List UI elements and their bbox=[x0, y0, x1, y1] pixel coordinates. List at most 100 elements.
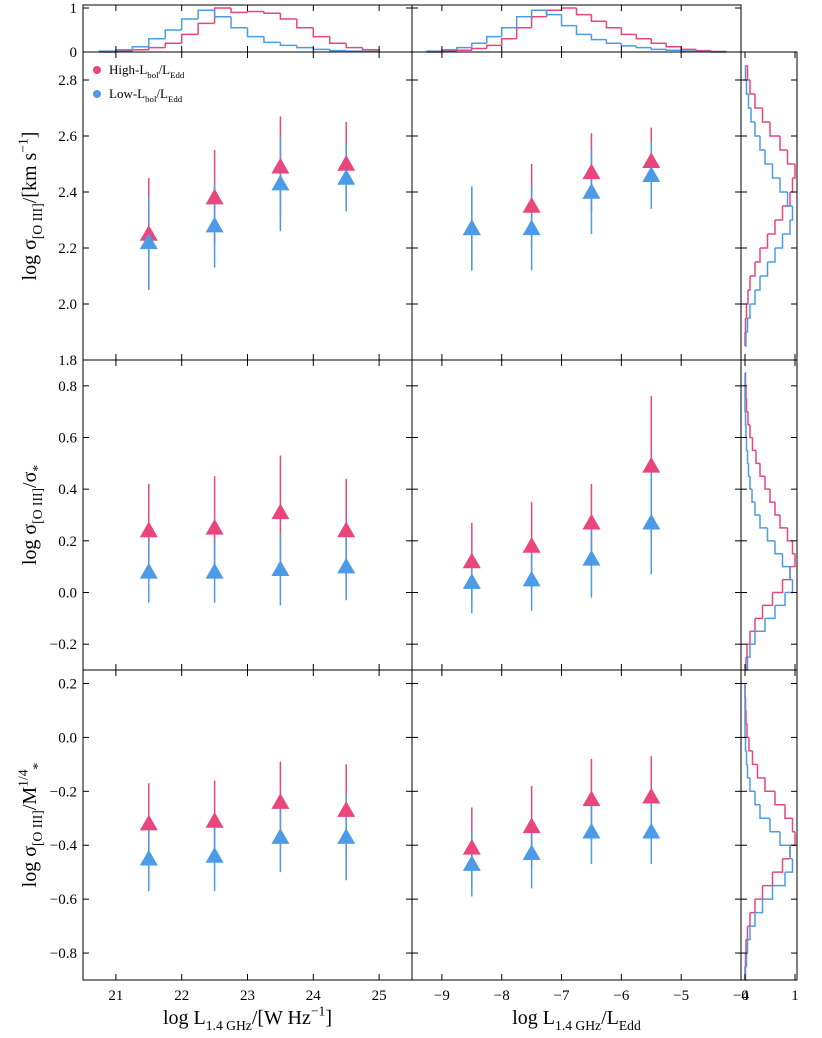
median-marker bbox=[462, 573, 481, 589]
hist-step bbox=[786, 150, 795, 165]
legend-marker bbox=[93, 90, 101, 98]
panel bbox=[411, 359, 742, 671]
hist-step bbox=[786, 527, 793, 542]
hist-step bbox=[748, 276, 751, 291]
hist-step bbox=[230, 8, 248, 14]
hist-step bbox=[749, 80, 755, 95]
hist-step bbox=[560, 7, 577, 11]
panel bbox=[740, 359, 798, 671]
hist-step bbox=[775, 234, 784, 249]
x-axis-label-part: ] bbox=[325, 1007, 332, 1029]
legend-label-part: Low-L bbox=[109, 86, 145, 101]
hist-step bbox=[745, 332, 747, 347]
hist-step bbox=[751, 489, 755, 503]
y-axis-label: log σ[O III]/[km s−1] bbox=[16, 132, 45, 281]
hist-step bbox=[635, 34, 652, 40]
hist-step bbox=[750, 899, 756, 914]
hist-step bbox=[680, 50, 697, 52]
hist-step bbox=[790, 831, 796, 846]
median-marker bbox=[205, 188, 224, 205]
hist-step bbox=[650, 38, 667, 44]
hist-step bbox=[755, 885, 764, 900]
median-marker bbox=[139, 521, 158, 538]
median-marker bbox=[462, 219, 481, 236]
hist-step bbox=[769, 818, 780, 833]
y-tick-label: 0.2 bbox=[58, 676, 77, 692]
y-tick-label: 0.4 bbox=[58, 482, 77, 498]
x-tick-label: −4 bbox=[733, 988, 749, 1004]
hist-step bbox=[750, 631, 756, 645]
hist-step bbox=[775, 592, 786, 607]
median-marker bbox=[205, 562, 224, 579]
hist-step bbox=[665, 49, 682, 51]
x-tick-label: 0 bbox=[741, 988, 749, 1004]
y-axis-label-part: −1 bbox=[16, 138, 31, 152]
hist-step bbox=[745, 939, 747, 954]
panel: −0.2 0.0 0.2 0.4 0.6 0.8 bbox=[50, 359, 413, 671]
hist-step bbox=[296, 45, 314, 49]
hist-step bbox=[456, 49, 472, 52]
hist-step bbox=[762, 592, 774, 607]
hist-step bbox=[590, 14, 607, 22]
y-tick-label: −0.6 bbox=[50, 892, 78, 908]
hist-step bbox=[755, 605, 764, 620]
hist-step bbox=[213, 7, 232, 24]
median-marker bbox=[139, 562, 158, 579]
hist-step bbox=[786, 192, 793, 207]
y-tick-label: −0.4 bbox=[50, 838, 78, 854]
y-tick-label: 0 bbox=[70, 45, 78, 61]
x-axis-label: log L1.4 GHz/LEdd bbox=[512, 1007, 641, 1033]
median-marker bbox=[642, 787, 661, 804]
hist-step bbox=[746, 450, 749, 465]
median-marker bbox=[205, 811, 224, 828]
hist-step bbox=[747, 411, 750, 426]
hist-step bbox=[148, 46, 166, 50]
axes-frame bbox=[411, 51, 742, 361]
y-tick-label: 2.8 bbox=[58, 73, 77, 89]
y-tick-label: 0.0 bbox=[58, 586, 77, 602]
panel: −9 −8 −7 −6 −5 −4 bbox=[411, 669, 749, 1004]
hist-step bbox=[755, 618, 766, 632]
hist-step bbox=[296, 19, 314, 29]
median-marker bbox=[271, 560, 290, 576]
hist-step bbox=[500, 38, 517, 46]
y-axis-label-part: 1/4 bbox=[16, 769, 31, 787]
median-marker bbox=[337, 155, 356, 171]
median-marker bbox=[582, 163, 601, 180]
y-axis-label-part: [O III] bbox=[30, 203, 45, 239]
x-tick-label: −8 bbox=[494, 988, 510, 1004]
hist-step bbox=[779, 136, 788, 151]
y-axis-label-part: log σ bbox=[19, 239, 41, 281]
median-marker bbox=[642, 166, 661, 182]
hist-step bbox=[756, 764, 765, 779]
median-marker bbox=[271, 828, 290, 844]
median-marker bbox=[139, 225, 158, 241]
x-axis-label-part: Edd bbox=[619, 1018, 641, 1033]
hist-step bbox=[755, 899, 764, 914]
hist-step bbox=[746, 764, 750, 779]
hist-step bbox=[230, 16, 248, 29]
panel bbox=[411, 4, 742, 53]
hist-step bbox=[765, 605, 776, 620]
hist-step bbox=[329, 36, 347, 44]
hist-step bbox=[131, 49, 149, 52]
hist-step bbox=[750, 618, 756, 632]
hist-step bbox=[791, 818, 795, 833]
legend-label: Low-Lbol/LEdd bbox=[109, 86, 183, 104]
hist-step bbox=[760, 234, 769, 249]
median-marker bbox=[337, 521, 356, 538]
hist-step bbox=[650, 47, 667, 51]
hist-step bbox=[312, 27, 330, 38]
hist-step bbox=[680, 46, 697, 51]
hist-step bbox=[747, 926, 751, 941]
hist-step bbox=[530, 16, 547, 28]
median-marker bbox=[462, 855, 481, 871]
hist-step bbox=[345, 43, 363, 49]
hist-step bbox=[789, 566, 793, 581]
hist-step bbox=[749, 777, 755, 793]
hist-step bbox=[755, 450, 760, 465]
hist-step bbox=[744, 398, 746, 413]
y-tick-label: 0.8 bbox=[58, 379, 77, 395]
hist-step bbox=[197, 9, 215, 19]
